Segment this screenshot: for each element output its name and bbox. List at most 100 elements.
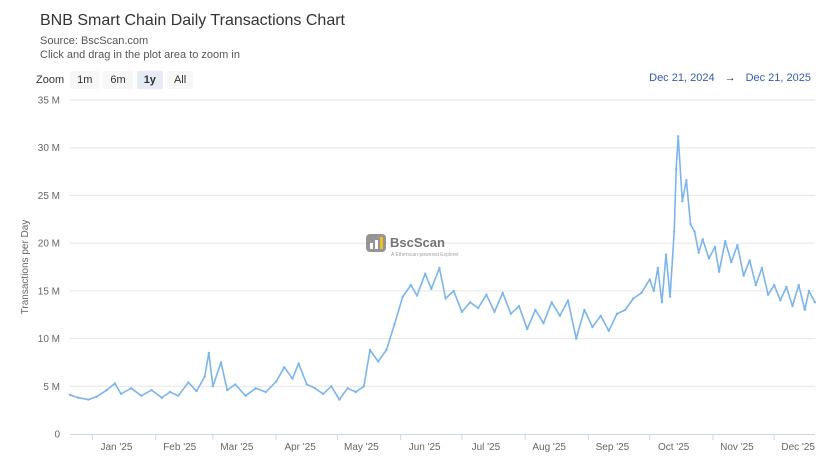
data-point [624,308,627,312]
data-point [195,389,198,393]
data-point [550,301,553,304]
data-point [452,289,455,293]
data-point [485,293,488,296]
data-point [575,337,578,340]
data-point [113,382,117,385]
data-point [493,310,496,314]
zoom-all-button[interactable]: All [166,71,194,89]
data-point [656,266,659,270]
chart-subtitle: Source: BscScan.com Click and drag in th… [40,34,240,62]
data-point [668,295,672,298]
data-point [685,179,688,182]
data-point [305,383,308,386]
data-point [615,312,619,315]
data-point [368,348,372,352]
data-point [393,323,396,326]
data-point [736,243,739,247]
series-line [69,135,816,401]
data-point [785,285,788,289]
data-point [460,310,464,314]
data-point [558,314,562,317]
data-point [797,283,800,287]
data-point [385,348,388,352]
data-point [707,257,711,260]
date-range: Dec 21, 2024 → Dec 21, 2025 [649,72,811,84]
data-point [468,301,472,304]
data-point [689,222,692,226]
y-tick-label: 0 [54,430,60,441]
data-point [791,304,794,308]
x-tick-label: Feb '25 [163,442,196,453]
zoom-label: Zoom [36,74,65,86]
data-point [415,294,419,297]
data-point [254,387,257,390]
data-point [730,261,733,264]
grid-lines [70,99,815,387]
data-point [283,366,286,369]
data-point [160,396,163,399]
data-point [409,283,413,287]
data-point [130,387,133,390]
data-point [354,390,357,394]
data-point [754,283,757,287]
data-point [760,266,764,270]
y-tick-label: 25 M [38,191,60,202]
data-point [517,304,521,308]
zoom-1y-button[interactable]: 1y [136,71,163,89]
data-point [773,283,776,287]
zoom-1m-button[interactable]: 1m [70,71,100,89]
x-tick-label: May '25 [344,442,379,453]
chart-title: BNB Smart Chain Daily Transactions Chart [40,12,345,29]
series-points [68,135,817,401]
data-point [424,272,427,275]
range-arrow: → [724,72,736,84]
data-point [338,398,341,401]
data-point [748,259,751,262]
data-point [660,301,664,304]
data-point [177,394,180,397]
data-point [693,230,696,233]
data-point [346,387,349,390]
data-point [501,291,504,294]
y-axis-ticks: 0 5 M 10 M 15 M 20 M 25 M 30 M 35 M [38,96,61,441]
data-point [264,390,268,394]
data-point [807,289,811,293]
data-point [566,299,570,302]
x-tick-label: Sep '25 [596,442,630,453]
data-point [168,390,172,394]
range-to-input[interactable]: Dec 21, 2025 [745,72,811,84]
x-tick-label: Nov '25 [720,442,754,453]
data-point [77,396,80,399]
x-tick-label: Mar '25 [220,442,253,453]
zoom-hint: Click and drag in the plot area to zoom … [40,49,240,61]
bscscan-watermark: BscScan A Etherscan-powered Explorer [366,234,459,258]
data-point [362,385,366,388]
data-point [583,308,586,312]
x-tick-label: Jul '25 [472,442,501,453]
data-point [701,238,704,241]
y-tick-label: 5 M [43,382,60,393]
data-point [542,322,545,325]
data-point [664,253,668,256]
data-point [321,392,325,396]
data-point [697,251,700,254]
data-point [724,240,727,243]
data-point [95,395,98,398]
x-tick-label: Jun '25 [409,442,441,453]
data-point [68,393,72,397]
range-from-input[interactable]: Dec 21, 2024 [649,72,715,84]
data-point [673,230,676,233]
data-point [713,245,717,249]
data-point [640,291,643,294]
data-point [297,362,300,365]
data-point [203,375,206,378]
data-point [150,388,153,392]
data-point [219,361,223,364]
data-point [681,200,684,203]
data-point [438,266,441,270]
zoom-6m-button[interactable]: 6m [103,71,133,89]
data-point [648,278,651,281]
data-point [591,325,594,329]
data-point [779,299,782,302]
